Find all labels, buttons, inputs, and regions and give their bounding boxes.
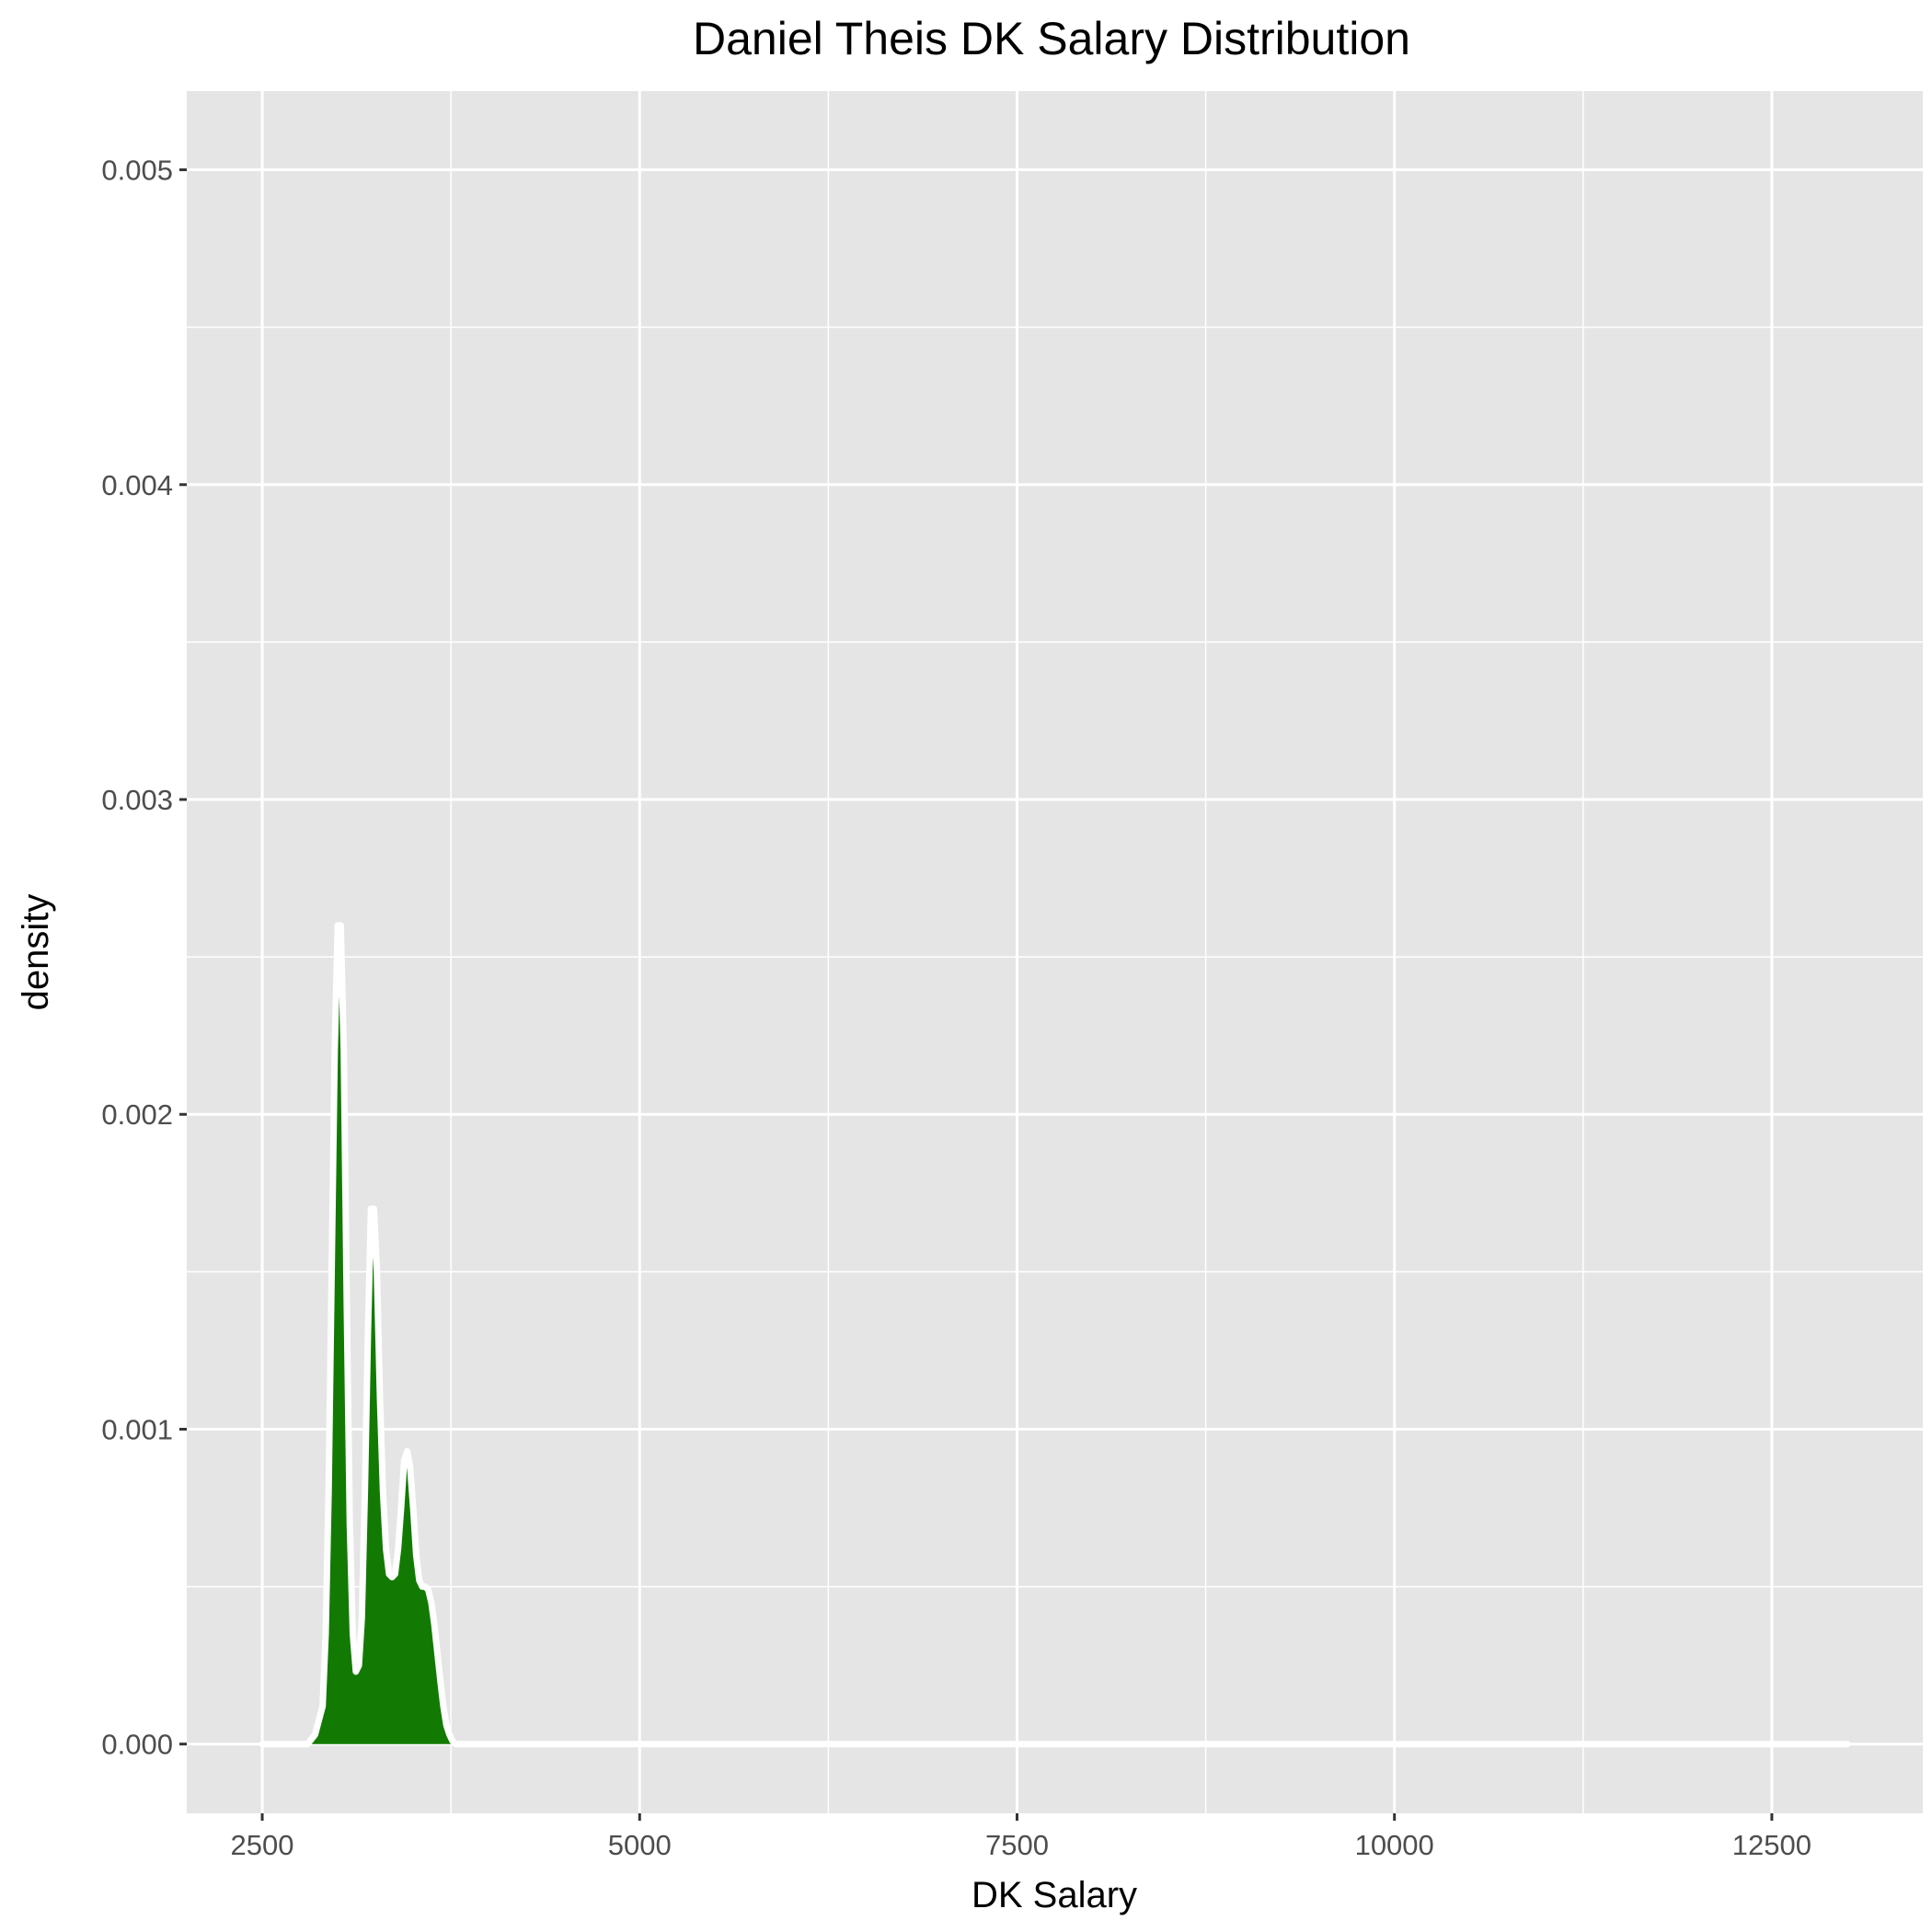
- x-tick-label: 2500: [231, 1829, 294, 1861]
- y-axis-title: density: [16, 894, 56, 1011]
- x-tick-label: 5000: [608, 1829, 672, 1861]
- x-axis: 2500 5000 7500 10000 12500: [231, 1813, 1811, 1861]
- y-tick-label: 0.003: [101, 784, 173, 816]
- chart-title: Daniel Theis DK Salary Distribution: [693, 13, 1410, 64]
- x-tick-label: 12500: [1732, 1829, 1811, 1861]
- y-tick-label: 0.004: [101, 469, 173, 501]
- x-axis-title: DK Salary: [972, 1875, 1137, 1915]
- y-axis: 0.000 0.001 0.002 0.003 0.004 0.005: [101, 155, 187, 1761]
- major-gridlines: [187, 91, 1923, 1813]
- density-area: [262, 925, 1847, 1744]
- density-layer: [259, 922, 1851, 1748]
- density-outline: [259, 922, 1851, 1748]
- plot-panel: [187, 91, 1923, 1813]
- y-tick-label: 0.001: [101, 1413, 173, 1445]
- x-tick-label: 10000: [1355, 1829, 1434, 1861]
- y-tick-label: 0.000: [101, 1729, 173, 1761]
- y-tick-label: 0.002: [101, 1098, 173, 1131]
- y-tick-label: 0.005: [101, 155, 173, 187]
- minor-gridlines: [187, 91, 1923, 1813]
- x-tick-label: 7500: [985, 1829, 1049, 1861]
